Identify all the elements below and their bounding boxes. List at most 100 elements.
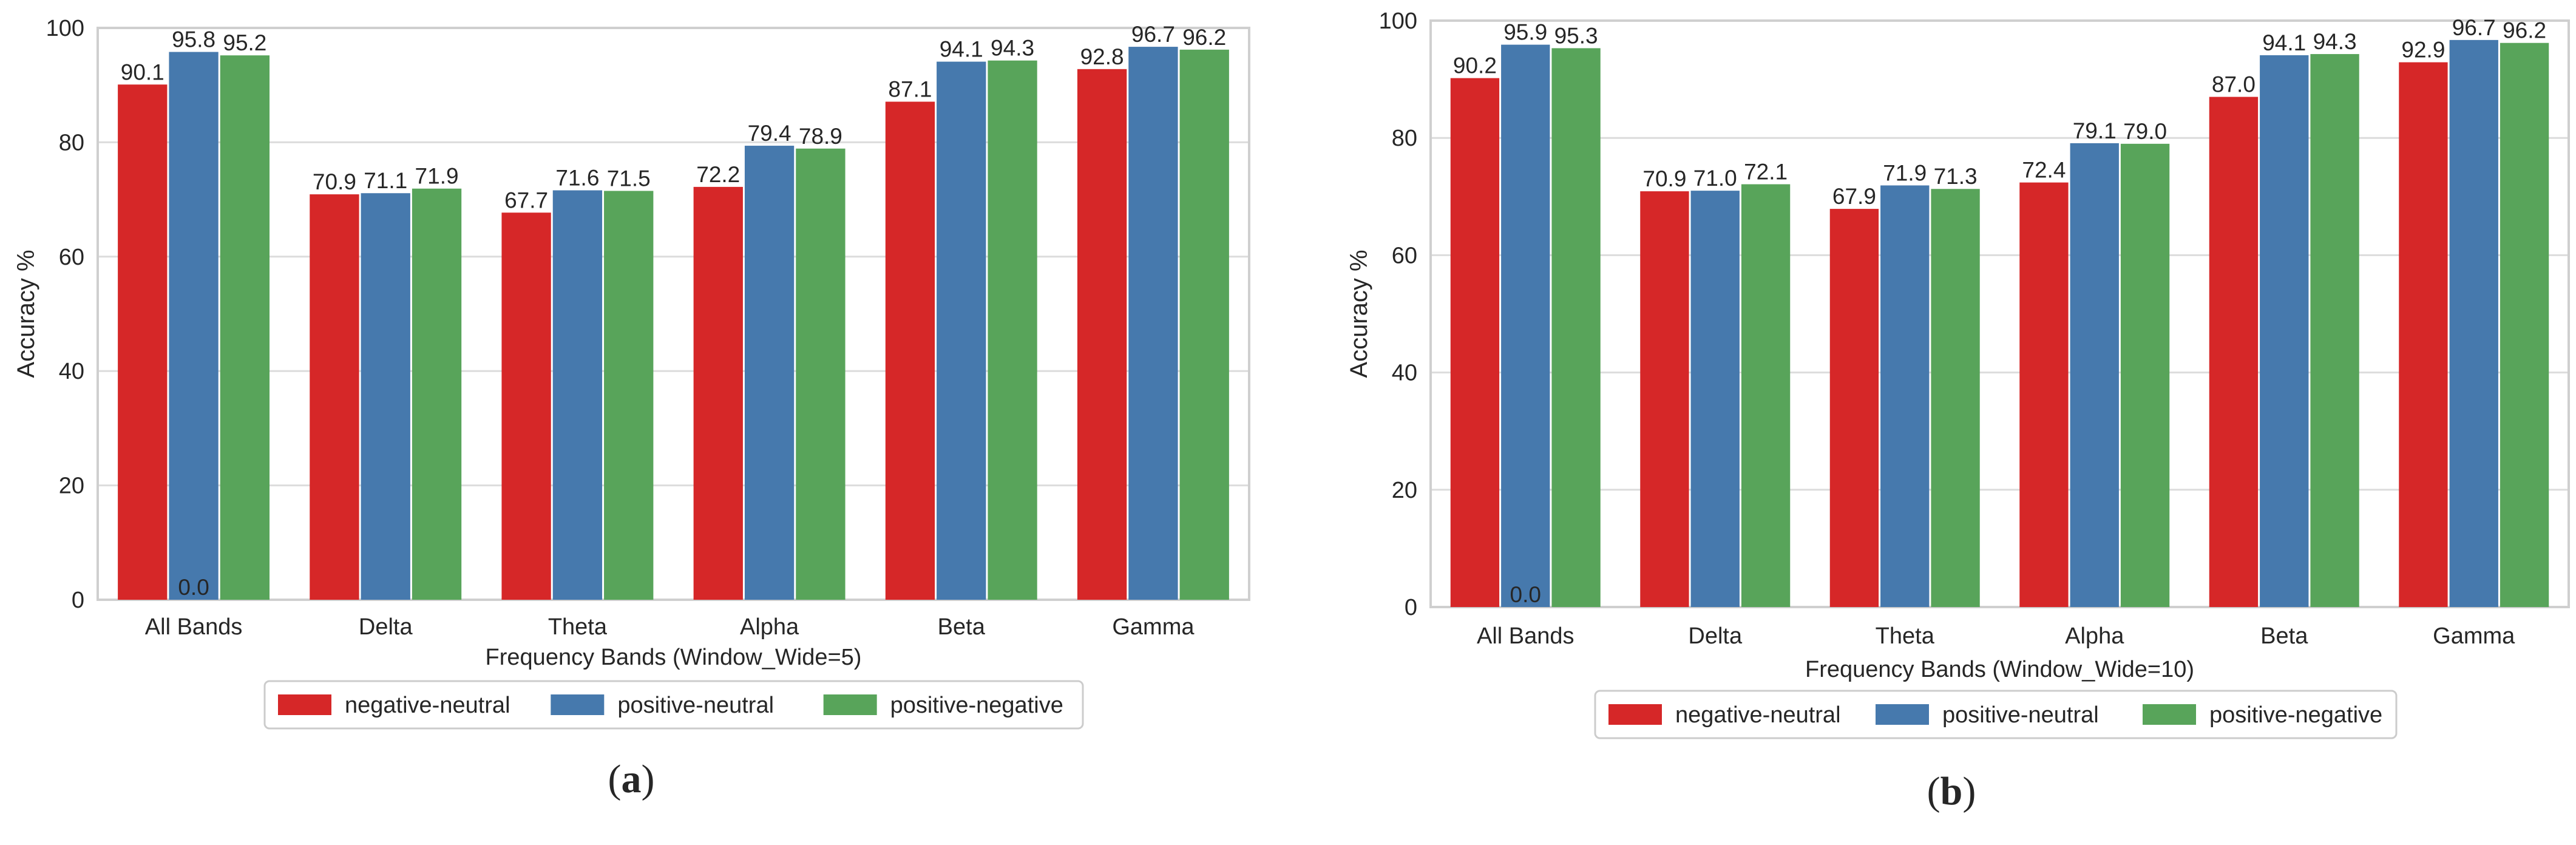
bar-positive-neutral-theta bbox=[552, 190, 603, 600]
bar-positive-neutral-gamma bbox=[1128, 47, 1178, 600]
bar-negative-neutral-all-bands bbox=[118, 84, 168, 600]
bar-positive-negative-gamma bbox=[2500, 42, 2549, 607]
data-label: 96.7 bbox=[1131, 22, 1175, 47]
y-tick-label: 60 bbox=[1392, 243, 1417, 268]
data-label: 79.1 bbox=[2073, 118, 2117, 143]
x-tick-label: Theta bbox=[548, 614, 608, 640]
bar-negative-neutral-theta bbox=[501, 212, 551, 600]
bar-positive-negative-delta bbox=[412, 188, 462, 600]
data-label: 87.0 bbox=[2212, 72, 2256, 97]
bar-positive-negative-alpha bbox=[2120, 143, 2170, 608]
y-axis-label: Accuracy % bbox=[1346, 249, 1372, 378]
x-tick-label: Delta bbox=[359, 614, 413, 640]
data-label: 70.9 bbox=[1642, 166, 1686, 191]
data-label: 92.8 bbox=[1080, 44, 1124, 69]
data-label: 94.1 bbox=[2262, 30, 2306, 55]
legend-label-negative-neutral: negative-neutral bbox=[1675, 702, 1841, 728]
bar-positive-negative-theta bbox=[604, 191, 654, 600]
legend-label-positive-neutral: positive-neutral bbox=[1942, 702, 2099, 728]
x-axis-label: Frequency Bands (Window_Wide=10) bbox=[1805, 657, 2194, 682]
data-label: 71.5 bbox=[607, 166, 651, 191]
y-tick-label: 20 bbox=[59, 473, 84, 499]
data-label: 96.7 bbox=[2452, 15, 2496, 40]
legend-label-negative-neutral: negative-neutral bbox=[345, 693, 510, 718]
data-label: 94.3 bbox=[2313, 29, 2357, 54]
legend-swatch-negative-neutral bbox=[278, 694, 331, 715]
zero-annotation: 0.0 bbox=[178, 575, 209, 600]
plot-frame bbox=[97, 27, 1250, 601]
y-tick-label: 80 bbox=[1392, 126, 1417, 151]
x-tick-label: Gamma bbox=[2433, 623, 2515, 649]
legend-swatch-positive-negative bbox=[2143, 704, 2196, 725]
data-label: 79.0 bbox=[2123, 119, 2167, 144]
bar-negative-neutral-all-bands bbox=[1450, 78, 1500, 608]
legend-swatch-positive-neutral bbox=[551, 694, 605, 715]
data-label: 67.7 bbox=[504, 188, 548, 212]
data-label: 70.9 bbox=[313, 169, 356, 194]
bar-positive-neutral-all-bands bbox=[1501, 44, 1550, 607]
x-tick-label: Alpha bbox=[740, 614, 799, 640]
bar-positive-negative-gamma bbox=[1179, 49, 1229, 600]
bar-negative-neutral-delta bbox=[1640, 191, 1689, 608]
data-label: 71.1 bbox=[364, 168, 407, 193]
bar-positive-negative-all-bands bbox=[1551, 48, 1601, 608]
bar-positive-neutral-alpha bbox=[2070, 143, 2119, 608]
x-tick-label: Theta bbox=[1876, 623, 1935, 649]
bar-positive-negative-delta bbox=[1741, 184, 1791, 607]
chart-panel-a: 0 20 40 60 80 100 90.1 70.9 67.7 72.2 87.1 92.8 95.8… bbox=[13, 16, 1250, 801]
data-label: 79.4 bbox=[748, 121, 791, 146]
legend-label-positive-neutral: positive-neutral bbox=[617, 693, 774, 718]
y-tick-label: 40 bbox=[1392, 361, 1417, 386]
data-label: 87.1 bbox=[888, 77, 932, 102]
data-label: 95.3 bbox=[1554, 23, 1598, 48]
data-label: 95.2 bbox=[223, 30, 266, 55]
data-label: 67.9 bbox=[1832, 184, 1876, 209]
bar-negative-neutral-beta bbox=[2209, 97, 2259, 607]
legend-swatch-negative-neutral bbox=[1608, 704, 1662, 725]
bar-negative-neutral-alpha bbox=[2019, 182, 2069, 608]
data-label: 96.2 bbox=[1182, 25, 1226, 50]
legend: negative-neutral positive-neutral positive… bbox=[263, 680, 1084, 730]
data-label: 95.9 bbox=[1503, 20, 1547, 45]
legend-swatch-positive-negative bbox=[823, 694, 877, 715]
y-axis-label: Accuracy % bbox=[13, 249, 39, 378]
legend: negative-neutral positive-neutral positive… bbox=[1594, 690, 2398, 739]
y-tick-label: 100 bbox=[46, 16, 84, 41]
x-tick-label: Beta bbox=[2260, 623, 2308, 649]
bar-positive-negative-beta bbox=[988, 60, 1037, 600]
y-tick-label: 0 bbox=[72, 588, 84, 613]
bar-negative-neutral-beta bbox=[885, 101, 935, 600]
zero-annotation: 0.0 bbox=[1510, 582, 1541, 607]
bar-positive-neutral-theta bbox=[1880, 185, 1930, 607]
legend-swatch-positive-neutral bbox=[1876, 704, 1929, 725]
data-label: 94.3 bbox=[991, 36, 1034, 61]
data-label: 92.9 bbox=[2401, 38, 2445, 63]
legend-label-positive-negative: positive-negative bbox=[890, 693, 1063, 718]
x-tick-label: Gamma bbox=[1112, 614, 1195, 640]
data-label: 71.9 bbox=[1883, 160, 1927, 185]
y-tick-label: 40 bbox=[59, 359, 84, 384]
x-tick-label: Alpha bbox=[2065, 623, 2124, 649]
data-label: 95.8 bbox=[172, 27, 215, 52]
bar-negative-neutral-delta bbox=[310, 194, 359, 600]
bar-positive-negative-alpha bbox=[796, 148, 846, 600]
bar-positive-neutral-gamma bbox=[2449, 39, 2498, 608]
data-label: 90.2 bbox=[1453, 53, 1497, 78]
bar-positive-neutral-beta bbox=[937, 61, 986, 600]
bar-positive-neutral-delta bbox=[361, 193, 410, 600]
bar-positive-neutral-alpha bbox=[744, 146, 795, 600]
data-label: 94.1 bbox=[940, 37, 983, 62]
data-label: 71.0 bbox=[1693, 166, 1737, 191]
bar-negative-neutral-gamma bbox=[1077, 69, 1127, 600]
data-label: 72.2 bbox=[696, 162, 740, 187]
x-tick-label: Delta bbox=[1688, 623, 1743, 649]
data-label: 72.4 bbox=[2022, 158, 2066, 183]
y-tick-label: 80 bbox=[59, 130, 84, 155]
legend-box bbox=[1594, 690, 2398, 739]
y-tick-label: 100 bbox=[1379, 8, 1417, 34]
legend-box bbox=[263, 680, 1084, 730]
legend-label-positive-negative: positive-negative bbox=[2209, 702, 2382, 728]
x-tick-label: Beta bbox=[938, 614, 986, 640]
x-axis-label: Frequency Bands (Window_Wide=5) bbox=[486, 645, 862, 670]
